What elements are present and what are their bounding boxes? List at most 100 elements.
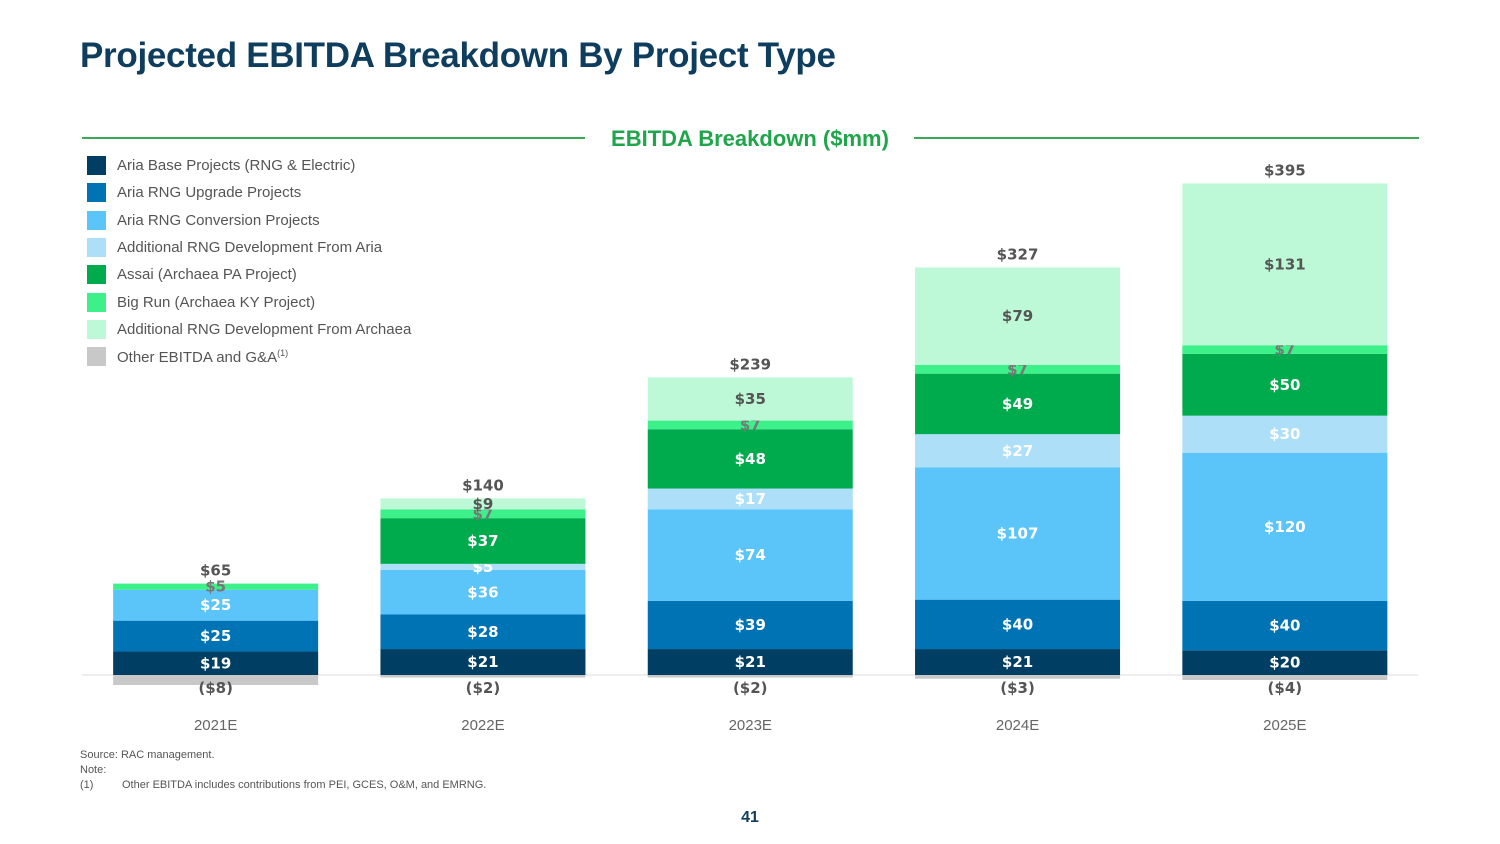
legend-swatch xyxy=(87,292,106,312)
bar-segment xyxy=(380,518,586,564)
bar-segment xyxy=(647,600,853,650)
footnote-text: Other EBITDA includes contributions from… xyxy=(122,779,487,791)
x-tick-label: 2025E xyxy=(1263,717,1306,734)
data-label: $49 xyxy=(1002,395,1033,413)
negative-data-label: ($3) xyxy=(1000,679,1035,697)
negative-data-label: ($2) xyxy=(733,679,768,697)
total-label: $327 xyxy=(997,245,1039,263)
x-tick-label: 2024E xyxy=(996,717,1039,734)
ebitda-stacked-bar-chart: $19$25$25$5($8)$652021E$21$28$36$5$37$7$… xyxy=(82,161,1418,734)
bar-segment xyxy=(647,649,853,675)
negative-data-label: ($2) xyxy=(466,679,501,697)
bar-segment xyxy=(1182,415,1388,453)
data-label: $19 xyxy=(200,654,231,672)
chart-title: EBITDA Breakdown ($mm) xyxy=(611,126,889,151)
bar-segment xyxy=(113,651,319,675)
legend-swatch xyxy=(87,156,106,176)
bar-segment xyxy=(915,649,1121,675)
bar-segment-negative xyxy=(647,675,853,678)
data-label: $28 xyxy=(467,623,498,641)
data-label: $50 xyxy=(1269,376,1300,394)
negative-data-label: ($4) xyxy=(1268,679,1303,697)
data-label: $25 xyxy=(200,627,231,645)
bar-segment xyxy=(915,267,1121,366)
source-note: Source: RAC management. xyxy=(80,749,215,761)
data-label: $17 xyxy=(735,490,766,508)
bar-segment xyxy=(1182,353,1388,416)
title-rule-right xyxy=(914,137,1419,139)
data-label: $107 xyxy=(997,525,1039,543)
bar-segment xyxy=(380,509,586,519)
legend-item-big-run: Big Run (Archaea KY Project) xyxy=(87,288,411,315)
data-label: $120 xyxy=(1264,518,1306,536)
bar-segment xyxy=(113,589,319,621)
bar-segment-negative xyxy=(380,675,586,678)
bar-segment xyxy=(380,498,586,510)
bar-segment xyxy=(1182,650,1388,675)
legend-item-aria-additional: Additional RNG Development From Aria xyxy=(87,234,411,261)
bar-segment xyxy=(647,488,853,510)
legend-item-aria-conversion: Aria RNG Conversion Projects xyxy=(87,207,411,234)
legend-swatch xyxy=(87,238,106,258)
bar-segment xyxy=(1182,452,1388,601)
bar-segment-negative xyxy=(915,675,1121,679)
legend-swatch xyxy=(87,347,106,367)
bar-segment xyxy=(113,583,319,590)
legend-label: Additional RNG Development From Archaea xyxy=(117,320,412,338)
legend-label: Additional RNG Development From Aria xyxy=(117,239,383,257)
data-label: $30 xyxy=(1269,425,1300,443)
data-label: $25 xyxy=(200,596,231,614)
data-label: $40 xyxy=(1002,615,1033,633)
legend-label: Aria RNG Upgrade Projects xyxy=(117,184,302,202)
data-label: $36 xyxy=(467,583,498,601)
bar-segment xyxy=(915,434,1121,468)
legend-swatch xyxy=(87,319,106,339)
bar-segment xyxy=(915,373,1121,435)
bar-segment xyxy=(915,467,1121,600)
data-label: $74 xyxy=(735,546,766,564)
negative-data-label: ($8) xyxy=(198,679,233,697)
total-label: $65 xyxy=(200,562,231,580)
legend-item-assai: Assai (Archaea PA Project) xyxy=(87,261,411,288)
data-label: $35 xyxy=(735,390,766,408)
bar-segment xyxy=(113,620,319,652)
total-label: $140 xyxy=(462,476,504,494)
data-label: $21 xyxy=(467,653,498,671)
data-label: $79 xyxy=(1002,307,1033,325)
title-rule-left xyxy=(82,137,585,139)
data-label: $48 xyxy=(735,450,766,468)
data-label: $21 xyxy=(735,653,766,671)
page-number: 41 xyxy=(741,809,759,826)
data-label: $37 xyxy=(467,532,498,550)
bar-segment xyxy=(1182,345,1388,354)
page-title: Projected EBITDA Breakdown By Project Ty… xyxy=(80,36,836,75)
legend-item-aria-base: Aria Base Projects (RNG & Electric) xyxy=(87,152,411,179)
legend-label: Aria Base Projects (RNG & Electric) xyxy=(117,157,356,175)
legend-swatch xyxy=(87,265,106,285)
bar-segment xyxy=(915,599,1121,650)
legend-label: Other EBITDA and G&A(1) xyxy=(117,348,288,366)
legend-swatch xyxy=(87,210,106,230)
legend-item-archaea-additional: Additional RNG Development From Archaea xyxy=(87,316,411,343)
legend-label: Assai (Archaea PA Project) xyxy=(117,266,297,284)
data-label: $40 xyxy=(1269,617,1300,635)
x-tick-label: 2022E xyxy=(461,717,504,734)
bar-segment xyxy=(380,563,586,571)
data-label: $20 xyxy=(1269,654,1300,672)
bar-segment xyxy=(380,570,586,615)
legend-item-aria-upgrade: Aria RNG Upgrade Projects xyxy=(87,179,411,206)
data-label: $131 xyxy=(1264,255,1306,273)
bar-segment xyxy=(380,649,586,675)
chart-legend: Aria Base Projects (RNG & Electric) Aria… xyxy=(87,152,411,370)
total-label: $395 xyxy=(1264,161,1306,179)
bar-segment xyxy=(647,420,853,430)
bar-segment xyxy=(380,614,586,650)
data-label: $21 xyxy=(1002,653,1033,671)
legend-label: Aria RNG Conversion Projects xyxy=(117,211,320,229)
legend-label-text: Other EBITDA and G&A xyxy=(117,348,278,366)
bar-segment xyxy=(647,509,853,601)
note-label: Note: xyxy=(80,764,107,776)
x-tick-label: 2021E xyxy=(194,717,237,734)
footnote-marker: (1) xyxy=(277,347,289,358)
legend-item-other-ebitda: Other EBITDA and G&A(1) xyxy=(87,343,411,370)
